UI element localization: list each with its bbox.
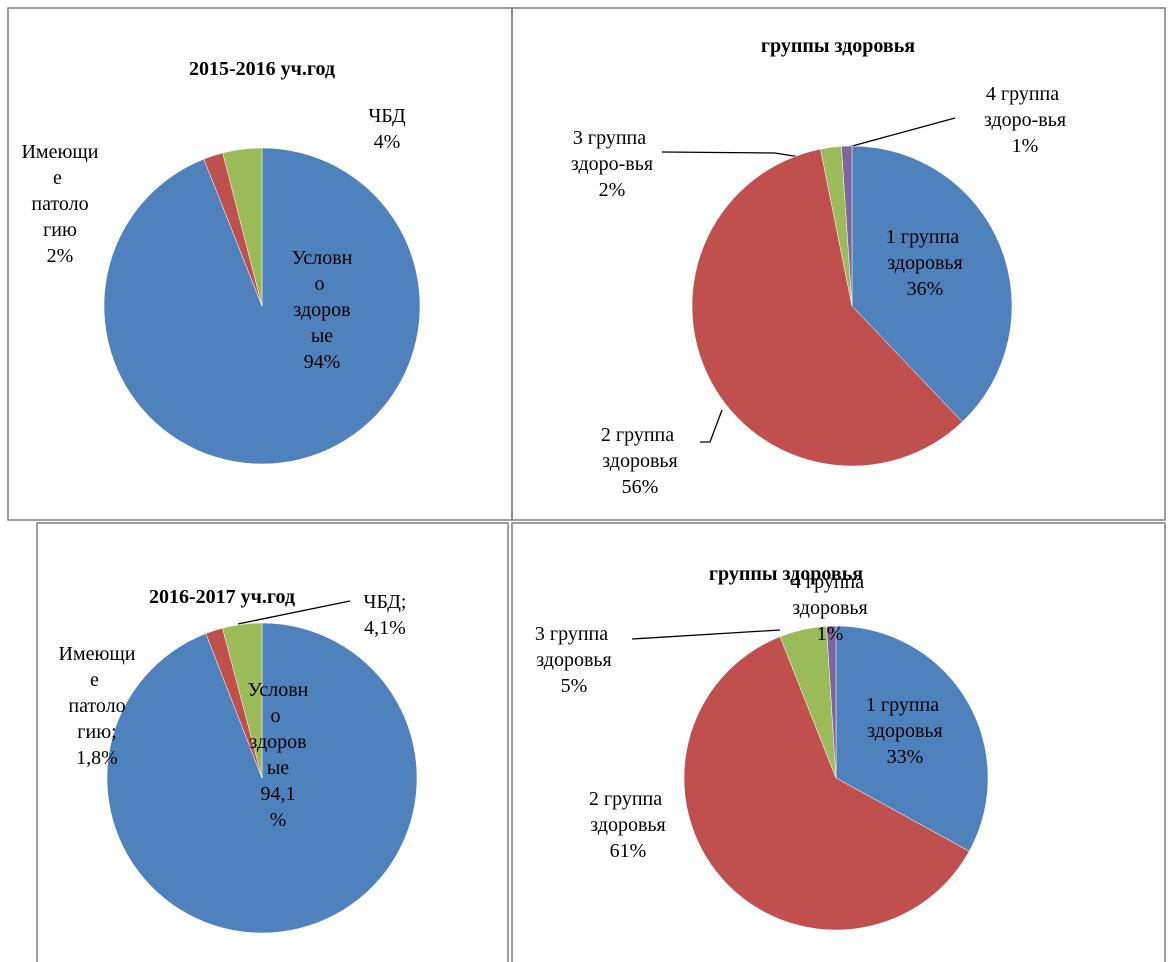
slice-label-line: патоло <box>68 695 125 717</box>
slice-label: 1 группа здоровья <box>886 226 964 274</box>
value-label: 2% <box>47 245 74 267</box>
slice-label-line: е <box>53 167 67 189</box>
leader-line <box>661 151 801 158</box>
value-label: 4% <box>374 131 401 153</box>
chart-title: 2015-2016 уч.год <box>189 58 335 80</box>
slice-label-line: е <box>90 669 104 691</box>
slice-label-line: о <box>271 705 286 727</box>
pie-slice <box>691 148 963 467</box>
slice-label: 2 группа здоровья <box>601 424 679 472</box>
leader-line <box>631 629 781 640</box>
slice-label-line: здоровья <box>887 252 962 274</box>
value-label-line: 4% <box>374 131 401 153</box>
value-label-line: 1,8% <box>76 747 118 769</box>
slice-label-line: здоровья <box>792 597 867 619</box>
panel-frame <box>511 7 1166 521</box>
slice-label-line: 1 группа <box>866 694 944 716</box>
chart-title: 2016-2017 уч.год <box>149 586 295 608</box>
value-label-line: 94% <box>304 351 341 373</box>
slice-label-line: 4 группа <box>986 83 1064 105</box>
value-label: 56% <box>622 476 659 498</box>
slice-label: Условн о здоров ые <box>292 247 353 347</box>
slice-label: 3 группа здоро-вья <box>571 127 653 175</box>
value-label-line: 33% <box>887 746 924 768</box>
pie-slice <box>826 625 837 779</box>
slice-label-line: 3 группа <box>535 623 613 645</box>
value-label-line: 56% <box>622 476 659 498</box>
slice-label-line: здоров <box>293 299 350 321</box>
slice-label: Имеющи е патоло гию; <box>58 643 135 743</box>
pie-slice <box>222 622 263 779</box>
slice-label-line: ые <box>267 757 289 779</box>
leader-line <box>700 409 723 443</box>
slice-label-line: здоро-вья <box>984 109 1066 131</box>
value-label: 33% <box>887 746 924 768</box>
slice-label: 4 группа здоровья <box>791 571 869 619</box>
slice-label-line: 3 группа <box>573 127 651 149</box>
slice-label-line: здоровья <box>536 649 611 671</box>
value-label: 2% <box>599 179 626 201</box>
value-label-line: 94,1 <box>261 783 296 805</box>
value-label-line: 61% <box>610 840 647 862</box>
slice-label-line: ЧБД; <box>364 591 407 613</box>
pie-slice <box>835 625 989 852</box>
slice-label-line: Условн <box>248 679 309 701</box>
slice-label-line: 2 группа <box>589 788 667 810</box>
slice-label: ЧБД; <box>364 591 407 613</box>
value-label: 36% <box>907 278 944 300</box>
slice-label-line: здоро-вья <box>571 153 653 175</box>
value-label: 1% <box>817 623 844 645</box>
leader-line <box>844 117 956 149</box>
slice-label-line: ЧБД <box>368 105 406 127</box>
value-label: 1% <box>1012 135 1039 157</box>
slice-label-line: ые <box>311 325 333 347</box>
slice-label: Имеющи е патоло гию <box>21 141 98 241</box>
slice-label-line: 2 группа <box>601 424 679 446</box>
value-label: 4,1% <box>364 617 406 639</box>
value-label-line: % <box>270 809 287 831</box>
slice-label: 4 группа здоро-вья <box>984 83 1066 131</box>
chart-title: группы здоровья <box>709 563 863 585</box>
slice-label-line: 4 группа <box>791 571 869 593</box>
slice-label: 2 группа здоровья <box>589 788 667 836</box>
value-label: 5% <box>561 675 588 697</box>
slice-label: Условн о здоров ые <box>248 679 309 779</box>
value-label-line: 2% <box>47 245 74 267</box>
slice-label-line: гию; <box>77 721 116 743</box>
pie-slice <box>683 636 970 931</box>
slice-label-line: о <box>315 273 330 295</box>
pie-slice <box>222 147 263 307</box>
slice-label-line: здоровья <box>602 450 677 472</box>
slice-label: 1 группа здоровья <box>866 694 944 742</box>
value-label-line: 1% <box>1012 135 1039 157</box>
slice-label-line: Имеющи <box>58 643 135 665</box>
slice-label-line: гию <box>43 219 77 241</box>
pie-slice <box>851 145 1013 423</box>
value-label-line: 36% <box>907 278 944 300</box>
value-label: 94% <box>304 351 341 373</box>
pie-slice <box>841 145 853 307</box>
slice-label-line: здоров <box>249 731 306 753</box>
slice-label-line: патоло <box>31 193 88 215</box>
value-label: 1,8% <box>76 747 118 769</box>
value-label-line: 2% <box>599 179 626 201</box>
slice-label-line: здоровья <box>867 720 942 742</box>
value-label: 94,1% <box>261 783 296 831</box>
chart-title: группы здоровья <box>761 35 915 57</box>
slice-label-line: 1 группа <box>886 226 964 248</box>
value-label-line: 1% <box>817 623 844 645</box>
slice-label-line: Имеющи <box>21 141 98 163</box>
leader-line <box>237 600 351 625</box>
value-label: 61% <box>610 840 647 862</box>
slice-label-line: здоровья <box>590 814 665 836</box>
value-label-line: 4,1% <box>364 617 406 639</box>
slice-label: ЧБД <box>368 105 406 127</box>
slice-label: 3 группа здоровья <box>535 623 613 671</box>
value-label-line: 5% <box>561 675 588 697</box>
panel-frame <box>36 522 509 962</box>
panel-frame <box>511 522 1166 962</box>
slice-label-line: Условн <box>292 247 353 269</box>
